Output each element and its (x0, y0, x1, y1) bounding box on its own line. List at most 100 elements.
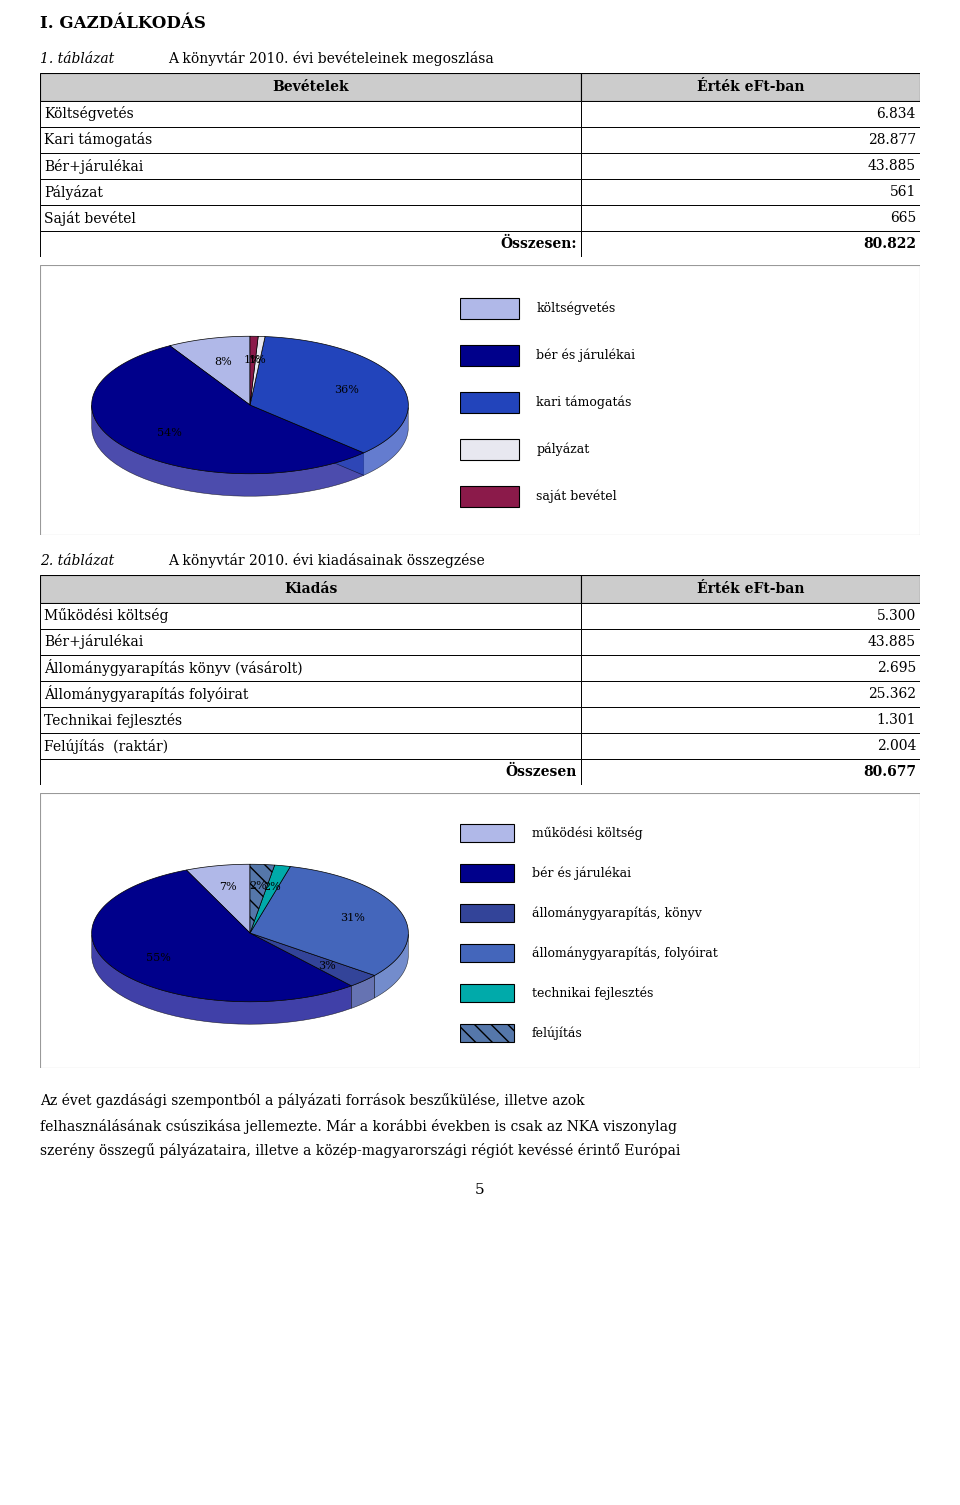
Text: A könyvtár 2010. évi bevételeinek megoszlása: A könyvtár 2010. évi bevételeinek megosz… (168, 51, 493, 66)
Text: 2%: 2% (250, 882, 267, 891)
Text: Kiadás: Kiadás (284, 582, 337, 596)
Text: saját bevétel: saját bevétel (537, 489, 617, 503)
Text: bér és járulékai: bér és járulékai (532, 867, 631, 880)
Text: Érték eFt-ban: Érték eFt-ban (697, 80, 804, 93)
Text: Saját bevétel: Saját bevétel (44, 211, 136, 226)
Text: 43.885: 43.885 (868, 635, 916, 649)
Text: 2.695: 2.695 (876, 661, 916, 676)
Text: Felújítás  (raktár): Felújítás (raktár) (44, 739, 168, 754)
Text: Érték eFt-ban: Érték eFt-ban (697, 582, 804, 596)
Polygon shape (250, 933, 374, 986)
Text: 5.300: 5.300 (876, 610, 916, 623)
Text: A könyvtár 2010. évi kiadásainak összegzése: A könyvtár 2010. évi kiadásainak összegz… (168, 554, 485, 569)
Bar (460, 825, 514, 841)
Text: 5: 5 (475, 1183, 485, 1196)
Text: bér és járulékai: bér és járulékai (537, 349, 636, 363)
Text: I. GAZDÁLKODÁS: I. GAZDÁLKODÁS (40, 15, 205, 32)
Bar (460, 984, 514, 1002)
Bar (460, 905, 514, 923)
Polygon shape (250, 336, 258, 405)
Polygon shape (92, 935, 351, 1025)
Bar (460, 439, 518, 461)
Bar (581, 629, 920, 655)
Polygon shape (91, 346, 364, 474)
Text: pályázat: pályázat (537, 442, 589, 456)
Text: működési költség: működési költség (532, 826, 643, 840)
Bar (460, 1023, 514, 1041)
Bar (460, 944, 514, 962)
Polygon shape (91, 405, 364, 497)
Bar (581, 179, 920, 205)
Bar (40, 126, 581, 154)
Text: Bevételek: Bevételek (273, 80, 348, 93)
Bar (40, 707, 581, 733)
Bar (40, 680, 581, 707)
Text: Az évet gazdásági szempontból a pályázati források beszűkülése, illetve azok: Az évet gazdásági szempontból a pályázat… (40, 1094, 585, 1109)
Polygon shape (250, 336, 265, 405)
Text: kari támogatás: kari támogatás (537, 396, 632, 409)
Text: Működési költség: Működési költség (44, 608, 169, 623)
Text: 31%: 31% (340, 914, 365, 923)
Text: technikai fejlesztés: technikai fejlesztés (532, 986, 654, 999)
Text: 55%: 55% (146, 953, 171, 963)
Polygon shape (250, 337, 408, 453)
Text: 28.877: 28.877 (868, 132, 916, 147)
Polygon shape (374, 935, 408, 998)
Bar (460, 864, 514, 882)
Bar (581, 74, 920, 101)
Text: 1%: 1% (244, 355, 261, 366)
Bar (40, 629, 581, 655)
Text: 25.362: 25.362 (868, 686, 916, 701)
Text: 1.301: 1.301 (876, 713, 916, 727)
Bar (581, 707, 920, 733)
Bar (581, 154, 920, 179)
Text: felújítás: felújítás (532, 1026, 583, 1040)
Bar (581, 655, 920, 680)
Bar (40, 230, 581, 257)
Text: Kari támogatás: Kari támogatás (44, 132, 153, 147)
Text: 80.822: 80.822 (863, 236, 916, 251)
Bar (581, 575, 920, 604)
Bar (460, 298, 518, 319)
Text: Állománygyarapítás folyóirat: Állománygyarapítás folyóirat (44, 685, 249, 703)
Polygon shape (250, 865, 290, 933)
Bar (40, 154, 581, 179)
Bar (581, 126, 920, 154)
Bar (40, 205, 581, 230)
Polygon shape (250, 405, 408, 476)
Text: felhasználásának csúszikása jellemezte. Már a korábbi években is csak az NKA vis: felhasználásának csúszikása jellemezte. … (40, 1118, 677, 1133)
Polygon shape (250, 864, 275, 933)
Text: 8%: 8% (214, 357, 232, 367)
Text: 80.677: 80.677 (863, 765, 916, 780)
Polygon shape (351, 975, 374, 1008)
Text: állománygyarapítás, folyóirat: állománygyarapítás, folyóirat (532, 947, 718, 960)
Text: 1%: 1% (249, 355, 267, 366)
Text: 2%: 2% (263, 882, 281, 892)
Text: szerény összegű pályázataira, illetve a közép-magyarországi régiót kevéssé érint: szerény összegű pályázataira, illetve a … (40, 1144, 681, 1159)
Text: 6.834: 6.834 (876, 107, 916, 120)
Text: Bér+járulékai: Bér+járulékai (44, 635, 143, 650)
Bar (40, 74, 581, 101)
Text: Technikai fejlesztés: Technikai fejlesztés (44, 712, 182, 727)
Text: 43.885: 43.885 (868, 160, 916, 173)
Polygon shape (250, 867, 408, 975)
Polygon shape (170, 336, 250, 405)
Bar (40, 759, 581, 786)
Text: költségvetés: költségvetés (537, 301, 615, 315)
Bar (460, 345, 518, 366)
Bar (40, 733, 581, 759)
Bar (581, 230, 920, 257)
Text: Összesen: Összesen (506, 765, 577, 780)
Text: 2.004: 2.004 (876, 739, 916, 752)
Text: Összesen:: Összesen: (500, 236, 577, 251)
Text: 1. táblázat: 1. táblázat (40, 53, 114, 66)
Text: 2. táblázat: 2. táblázat (40, 554, 114, 567)
Text: 36%: 36% (334, 385, 359, 394)
Bar (581, 205, 920, 230)
Text: 7%: 7% (219, 882, 237, 892)
Bar (40, 179, 581, 205)
Text: Költségvetés: Költségvetés (44, 107, 133, 122)
Text: Bér+járulékai: Bér+járulékai (44, 158, 143, 173)
Bar (581, 101, 920, 126)
Bar (40, 101, 581, 126)
